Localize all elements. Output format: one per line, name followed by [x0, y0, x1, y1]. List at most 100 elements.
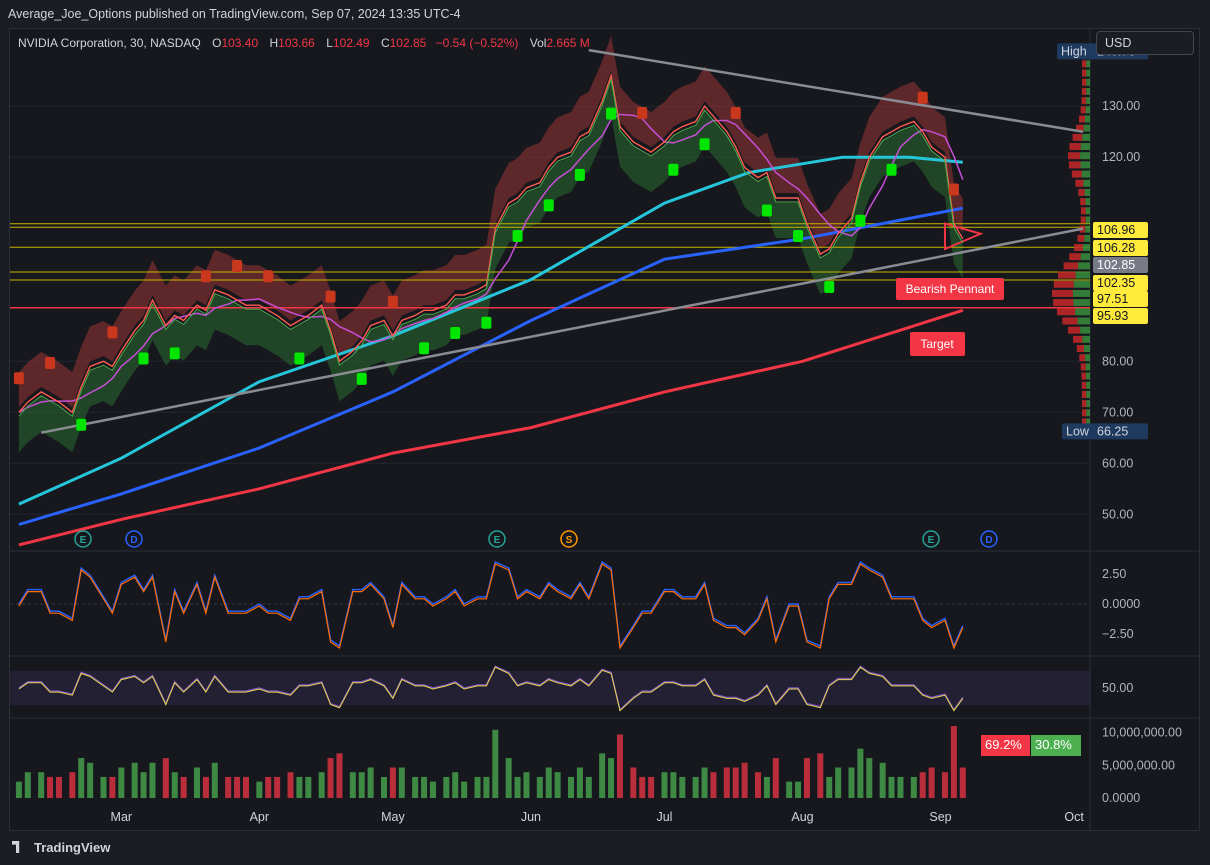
volume-bar [897, 776, 904, 798]
volume-bar [367, 767, 374, 798]
currency-selector[interactable]: USD [1096, 31, 1194, 55]
buy-signal-marker [512, 230, 523, 243]
price-tick: 50.00 [1102, 507, 1133, 521]
profile-bar-buy [1086, 78, 1090, 86]
profile-bar-sell [1081, 78, 1087, 86]
moving-averages [18, 113, 964, 547]
time-tick: May [381, 810, 405, 824]
split-event-icon [560, 530, 578, 548]
volume-bar [723, 767, 730, 798]
profile-bar-sell [1079, 354, 1086, 362]
volume-bar [336, 753, 343, 798]
volume-tick: 10,000,000.00 [1102, 726, 1182, 740]
volume-bar [848, 767, 855, 798]
sma-red-line [18, 308, 964, 547]
rsi-band [10, 670, 1090, 706]
lower-envelope [18, 80, 963, 453]
earnings-event-icon-label: E [928, 535, 935, 546]
profile-bar-buy [1086, 87, 1090, 95]
profile-bar-sell [1053, 280, 1074, 288]
last-price-label-box [1093, 257, 1148, 273]
volume-bar [305, 776, 312, 798]
volume-bar [78, 758, 85, 798]
volume-bar [149, 762, 156, 798]
high-label-box [1057, 43, 1095, 60]
volume-bar [630, 767, 637, 798]
profile-bar-buy [1082, 244, 1090, 252]
pattern-label-box [896, 278, 1004, 300]
macd-tick: 2.50 [1102, 567, 1126, 581]
high-value: 103.66 [278, 36, 315, 50]
profile-bar-buy [1086, 60, 1090, 68]
buy-volume-ratio: 30.8% [1031, 735, 1081, 756]
upper-envelope [18, 35, 963, 408]
low-value-box [1093, 423, 1148, 440]
profile-bar-sell [1076, 345, 1085, 353]
profile-bar-buy [1084, 234, 1090, 242]
profile-bar-buy [1077, 317, 1090, 325]
profile-bar-sell [1076, 124, 1084, 132]
buy-signal-marker [761, 204, 772, 217]
volume-bar [803, 758, 810, 798]
profile-bar-buy [1082, 133, 1090, 141]
dividend-event-icon [125, 530, 143, 548]
profile-bar-buy [1080, 253, 1090, 261]
profile-bar-sell [1078, 115, 1086, 123]
profile-bar-buy [1080, 326, 1090, 334]
profile-bar-sell [1053, 299, 1074, 307]
profile-bar-sell [1069, 253, 1081, 261]
time-tick: Apr [250, 810, 269, 824]
volume-bar [69, 772, 76, 798]
sma-blue-line [18, 206, 964, 526]
earnings-event-icon [488, 530, 506, 548]
buy-signal-marker [606, 107, 617, 120]
profile-bar-buy [1086, 97, 1090, 105]
profile-bar-buy [1085, 225, 1090, 233]
price-tick: 130.00 [1102, 99, 1140, 113]
profile-bar-buy [1078, 262, 1090, 270]
volume-bar [100, 776, 107, 798]
profile-bar-buy [1085, 216, 1090, 224]
volume-bar [959, 767, 966, 798]
sell-signal-marker [730, 107, 741, 120]
price-tick: 80.00 [1102, 354, 1133, 368]
time-tick: Sep [929, 810, 951, 824]
profile-bar-sell [1081, 418, 1087, 426]
volume-bar [452, 772, 459, 798]
volume-bar [763, 776, 770, 798]
profile-bar-sell [1081, 60, 1087, 68]
volume-bar [670, 772, 677, 798]
volume-value: 2.665 M [546, 36, 590, 50]
sell-signal-marker [13, 372, 24, 385]
profile-bar-buy [1075, 308, 1090, 316]
tradingview-logo[interactable]: TradingView [12, 840, 110, 855]
magenta-average-line [18, 113, 964, 413]
volume-bar [327, 758, 334, 798]
profile-bar-sell [1080, 198, 1086, 206]
profile-bar-buy [1086, 390, 1090, 398]
volume-bar [817, 753, 824, 798]
close-value: 102.85 [389, 36, 427, 50]
rsi-tick: 50.00 [1102, 681, 1133, 695]
volume-bar [786, 781, 793, 798]
volume-bar [140, 772, 147, 798]
volume-bar [928, 767, 935, 798]
profile-bar-buy [1083, 124, 1090, 132]
time-tick: Jul [656, 810, 672, 824]
time-tick: Mar [111, 810, 133, 824]
profile-bar-buy [1080, 161, 1090, 169]
volume-bar [835, 767, 842, 798]
buy-signal-marker [450, 326, 461, 339]
price-series [18, 72, 964, 418]
earnings-event-icon [74, 530, 92, 548]
rsi-signal-line [18, 666, 964, 712]
volume-bar [919, 772, 926, 798]
profile-bar-sell [1068, 152, 1081, 160]
trendline [40, 227, 1084, 434]
low-value: 66.25 [1097, 424, 1128, 438]
profile-bar-buy [1085, 363, 1090, 371]
volume-bar [109, 776, 116, 798]
signal-line [18, 563, 964, 650]
